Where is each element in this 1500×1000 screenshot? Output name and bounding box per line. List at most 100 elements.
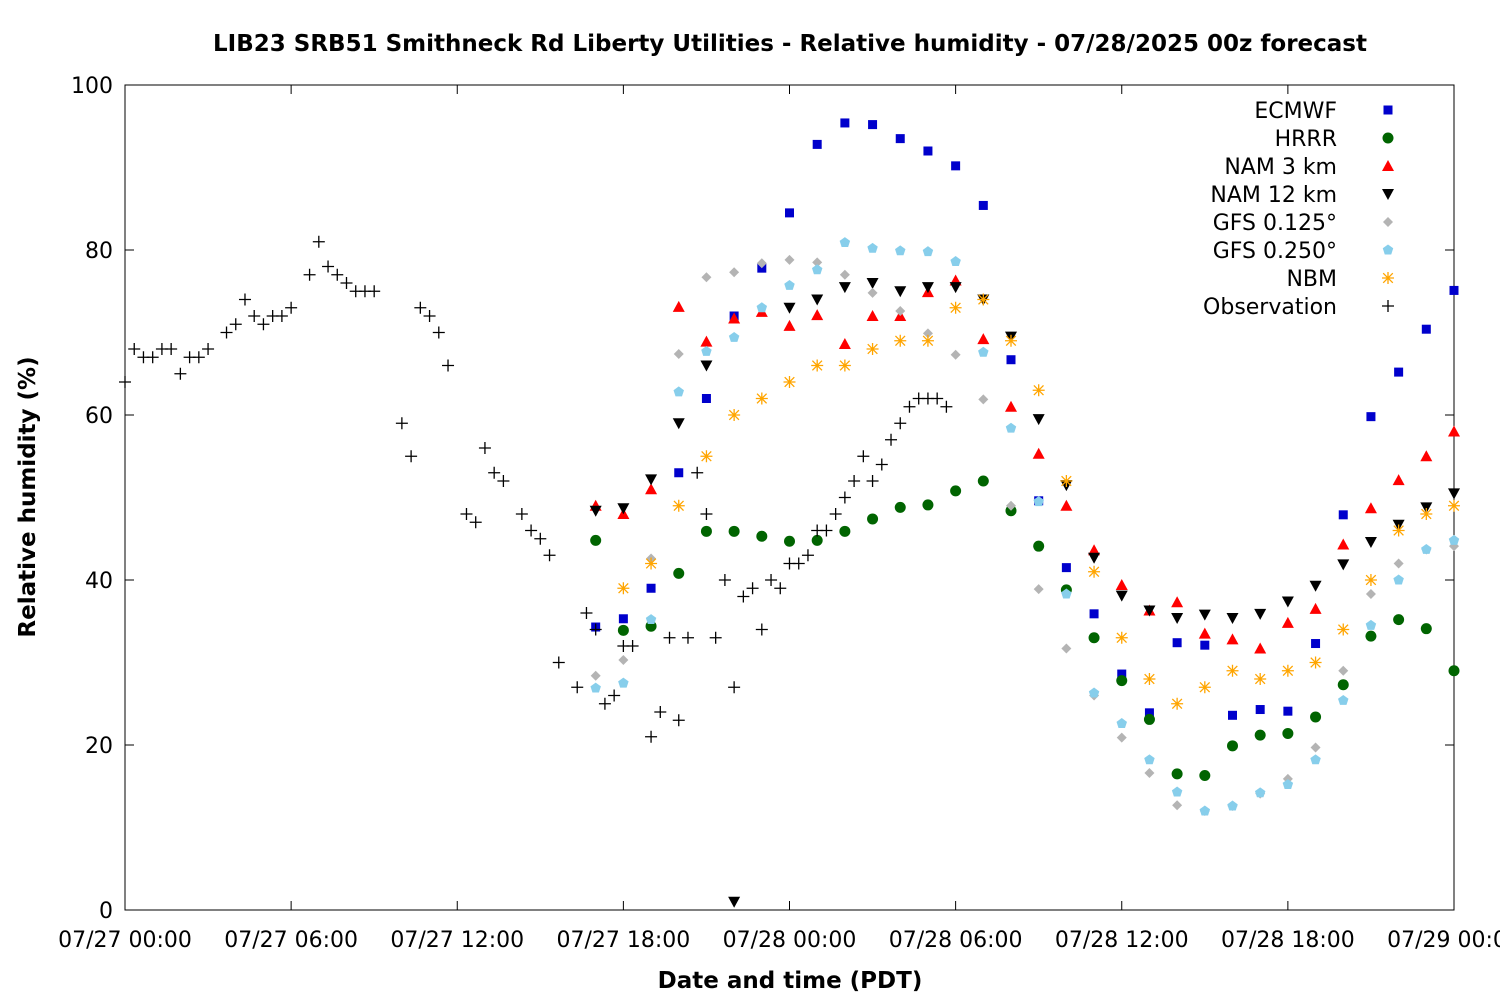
data-point — [1033, 540, 1045, 552]
data-point — [829, 508, 842, 520]
data-point — [488, 466, 501, 479]
data-point — [977, 333, 990, 345]
data-point — [525, 524, 538, 537]
data-point — [701, 345, 712, 356]
data-point — [978, 200, 988, 210]
data-point — [949, 301, 962, 314]
legend-label: ECMWF — [1254, 99, 1337, 124]
data-point — [1309, 580, 1322, 592]
data-point — [838, 338, 851, 350]
y-tick-label: 80 — [85, 239, 113, 264]
data-point — [1364, 574, 1377, 586]
data-point — [728, 331, 740, 342]
data-point — [515, 508, 528, 520]
data-point — [867, 513, 879, 525]
data-point — [1364, 537, 1377, 549]
data-point — [285, 301, 298, 314]
data-point — [867, 242, 878, 253]
data-point — [866, 278, 879, 289]
data-point — [812, 257, 823, 268]
data-point — [1144, 768, 1155, 779]
data-point — [811, 309, 824, 321]
data-point — [1338, 665, 1349, 676]
data-point — [618, 655, 629, 666]
data-point — [1061, 643, 1072, 654]
x-axis-label: Date and time (PDT) — [658, 968, 923, 994]
data-point — [1393, 574, 1404, 585]
data-point — [1227, 740, 1238, 752]
data-point — [737, 590, 750, 603]
data-point — [718, 574, 731, 586]
data-point — [442, 359, 455, 372]
data-point — [1449, 285, 1459, 295]
data-point — [1171, 612, 1184, 624]
data-point — [1281, 664, 1294, 677]
data-point — [895, 134, 905, 144]
data-point — [1115, 631, 1128, 644]
data-point — [580, 607, 593, 619]
data-point — [785, 208, 794, 218]
data-point — [784, 535, 795, 547]
data-point — [784, 279, 795, 290]
data-point — [894, 417, 907, 430]
data-point — [1226, 633, 1239, 645]
data-point — [654, 706, 667, 718]
data-point — [617, 624, 629, 636]
y-tick-label: 40 — [85, 569, 113, 594]
data-point — [820, 524, 833, 537]
data-point — [894, 501, 906, 513]
data-point — [1172, 638, 1182, 648]
data-point — [618, 614, 628, 624]
data-point — [1060, 475, 1073, 487]
legend-label: NAM 3 km — [1224, 155, 1337, 180]
data-point — [1198, 627, 1211, 639]
data-point — [977, 475, 989, 487]
data-point — [921, 334, 934, 347]
data-point — [1448, 488, 1460, 500]
data-point — [1032, 447, 1045, 459]
data-point — [1198, 609, 1211, 621]
data-point — [811, 359, 824, 372]
data-point — [1228, 710, 1237, 720]
y-tick-label: 20 — [85, 734, 113, 759]
data-point — [672, 418, 685, 430]
data-point — [1144, 708, 1154, 718]
data-point — [645, 557, 658, 570]
data-point — [534, 532, 547, 545]
legend-marker — [1382, 132, 1394, 144]
data-point — [672, 714, 685, 727]
data-point — [978, 394, 989, 405]
data-point — [950, 256, 961, 266]
data-point — [894, 286, 907, 298]
data-point — [783, 302, 796, 314]
data-point — [1116, 732, 1127, 743]
legend-marker — [1382, 272, 1394, 284]
data-point — [552, 656, 565, 669]
data-point — [1088, 544, 1101, 556]
data-point — [432, 326, 445, 339]
data-point — [1421, 543, 1432, 554]
x-tick-label: 07/29 00:00 — [1387, 928, 1500, 953]
legend-label: GFS 0.250° — [1213, 239, 1337, 264]
data-point — [1255, 705, 1265, 715]
data-point — [1338, 510, 1348, 520]
data-point — [866, 343, 879, 355]
y-axis-label: Relative humidity (%) — [15, 356, 41, 637]
data-point — [811, 264, 823, 275]
data-point — [590, 682, 601, 693]
legend-marker — [1382, 160, 1394, 171]
data-point — [1226, 612, 1239, 624]
data-point — [866, 310, 879, 321]
data-point — [1420, 502, 1433, 514]
data-point — [839, 269, 850, 280]
data-point — [1198, 681, 1211, 694]
x-axis: 07/27 00:00 07/27 06:00 07/27 12:00 07/27 1… — [58, 85, 1500, 953]
data-point — [783, 376, 796, 388]
data-point — [1281, 616, 1294, 628]
data-point — [672, 499, 685, 512]
data-point — [1283, 706, 1293, 716]
data-point — [1310, 711, 1322, 723]
legend-label: GFS 0.125° — [1213, 211, 1337, 236]
